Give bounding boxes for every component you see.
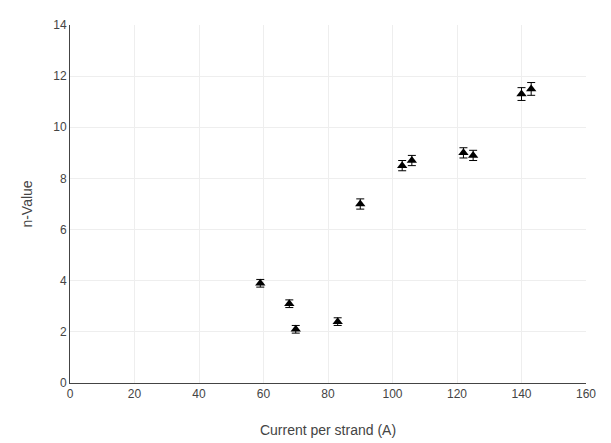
svg-text:6: 6 xyxy=(60,223,67,237)
svg-text:80: 80 xyxy=(321,387,335,401)
svg-text:8: 8 xyxy=(60,172,67,186)
svg-text:4: 4 xyxy=(60,274,67,288)
svg-text:40: 40 xyxy=(192,387,206,401)
svg-text:120: 120 xyxy=(447,387,467,401)
svg-text:14: 14 xyxy=(53,18,67,32)
svg-text:160: 160 xyxy=(576,387,596,401)
svg-text:Current per strand (A): Current per strand (A) xyxy=(260,422,396,438)
svg-text:20: 20 xyxy=(128,387,142,401)
svg-text:10: 10 xyxy=(53,120,67,134)
svg-text:2: 2 xyxy=(60,325,67,339)
svg-text:140: 140 xyxy=(511,387,531,401)
svg-text:100: 100 xyxy=(382,387,402,401)
svg-text:n-Value: n-Value xyxy=(19,180,35,227)
svg-text:60: 60 xyxy=(257,387,271,401)
svg-text:12: 12 xyxy=(53,69,67,83)
svg-text:0: 0 xyxy=(60,376,67,390)
svg-text:0: 0 xyxy=(67,387,74,401)
